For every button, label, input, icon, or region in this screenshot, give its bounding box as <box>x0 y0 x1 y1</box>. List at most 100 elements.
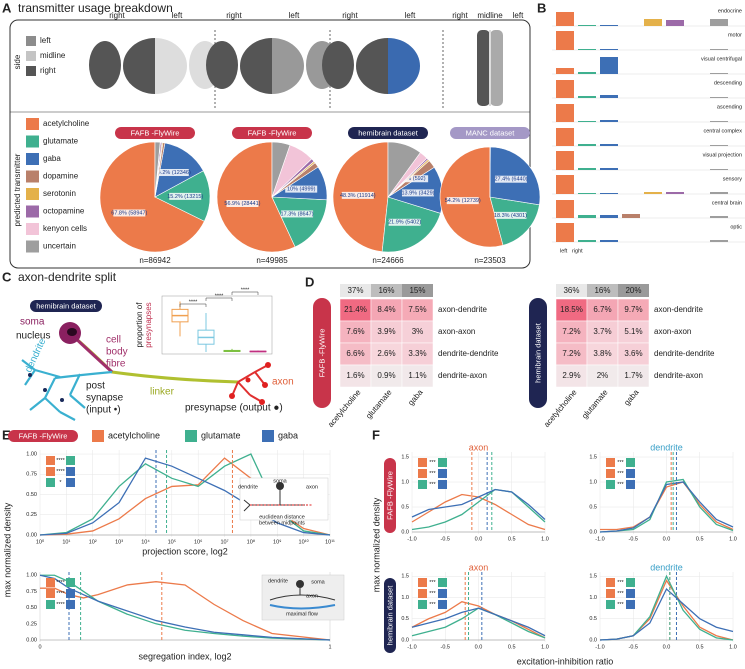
label: ascending <box>717 104 742 110</box>
label: **** <box>56 602 65 608</box>
bar <box>600 57 618 74</box>
badge: hemibrain dataset <box>30 300 102 312</box>
label: 16% <box>594 286 610 295</box>
label: 10⁰ <box>36 538 45 545</box>
label: **** <box>241 287 250 293</box>
label: dendrite-dendrite <box>654 349 715 358</box>
label: A <box>2 0 12 15</box>
value-label: 67.8% (58947) <box>111 210 147 216</box>
brain-silhouette <box>322 38 420 94</box>
sig-swatch <box>438 458 447 467</box>
label: dendrite <box>650 562 683 572</box>
label: *** <box>429 602 436 608</box>
label: 1.00 <box>26 573 37 579</box>
label: (input •) <box>86 405 121 416</box>
label: left <box>560 248 568 254</box>
hemisphere <box>356 38 388 94</box>
bar <box>710 73 728 74</box>
sig-swatch <box>626 480 635 489</box>
bar <box>622 214 640 218</box>
label: midline <box>477 11 503 20</box>
sig-swatch <box>606 469 615 478</box>
bar <box>600 120 618 122</box>
label: 1.0 <box>589 479 597 485</box>
label: 5.1% <box>624 327 642 336</box>
label: fibre <box>106 359 126 370</box>
label-bg <box>494 211 527 219</box>
label-bg <box>494 175 527 183</box>
label: **** <box>189 299 198 305</box>
label: transmitter usage breakdown <box>18 1 173 15</box>
sig-swatch <box>66 600 75 609</box>
label: gaba <box>406 387 425 407</box>
sig-swatch <box>418 480 427 489</box>
label: 10² <box>89 539 97 545</box>
bar <box>710 192 728 194</box>
label: B <box>537 0 546 15</box>
label: segregation index, log2 <box>138 651 231 661</box>
label: 2.9% <box>562 371 580 380</box>
sig-swatch <box>66 589 75 598</box>
label: 0.25 <box>26 621 37 627</box>
label: 0.5 <box>508 644 516 650</box>
pie-slice <box>99 141 205 253</box>
label: 0.50 <box>26 492 37 498</box>
bar <box>556 80 574 98</box>
sig-swatch <box>606 589 615 598</box>
label: 21.4% <box>344 305 367 314</box>
bar <box>556 12 574 26</box>
label: gaba <box>278 430 298 440</box>
legend-swatch <box>26 66 36 76</box>
value-label: 15.2% (13215) <box>167 194 203 200</box>
bar <box>710 240 728 242</box>
label: acetylcholine <box>542 387 579 429</box>
bar <box>600 215 618 218</box>
inset <box>239 477 329 521</box>
sig-swatch <box>46 589 55 598</box>
label: n=86942 <box>139 256 171 265</box>
inset-flow <box>269 604 336 610</box>
sig-swatch <box>626 458 635 467</box>
label: maximal flow <box>286 611 318 617</box>
sig-swatch <box>46 600 55 609</box>
label: -0.5 <box>441 536 450 542</box>
label: **** <box>215 293 224 299</box>
label: right <box>40 66 56 75</box>
label-bg <box>226 200 259 208</box>
label: **** <box>56 591 65 597</box>
label: 3.9% <box>377 327 395 336</box>
label: axon-axon <box>654 327 691 336</box>
label: *** <box>617 471 624 477</box>
label: 1.0 <box>729 644 737 650</box>
hemisphere <box>388 38 420 94</box>
label: 0 <box>38 644 41 650</box>
bar <box>578 49 596 50</box>
badge-bg <box>313 298 331 408</box>
label: 10⁶ <box>194 538 202 545</box>
bar <box>578 240 596 242</box>
header-cell <box>340 284 371 297</box>
hemisphere <box>240 38 272 94</box>
legend-swatch <box>26 223 39 235</box>
cell <box>617 364 650 388</box>
label-bg <box>169 192 202 200</box>
label: 0.0 <box>589 529 597 535</box>
sig-swatch <box>438 589 447 598</box>
bar <box>644 192 662 194</box>
header-cell <box>587 284 618 297</box>
label: 0.0 <box>589 637 597 643</box>
label: 0.75 <box>26 589 37 595</box>
label: glutamate <box>580 387 610 420</box>
label: presynapses <box>144 302 153 347</box>
label: right <box>342 11 358 20</box>
label: euclidean distance <box>259 514 305 520</box>
bar <box>644 19 662 26</box>
label: left <box>40 36 51 45</box>
label: 1.1% <box>408 371 426 380</box>
label: C <box>2 269 12 284</box>
bar <box>578 121 596 122</box>
label: *** <box>617 460 624 466</box>
label: axon <box>272 377 294 388</box>
label: axon-dendrite <box>654 305 703 314</box>
